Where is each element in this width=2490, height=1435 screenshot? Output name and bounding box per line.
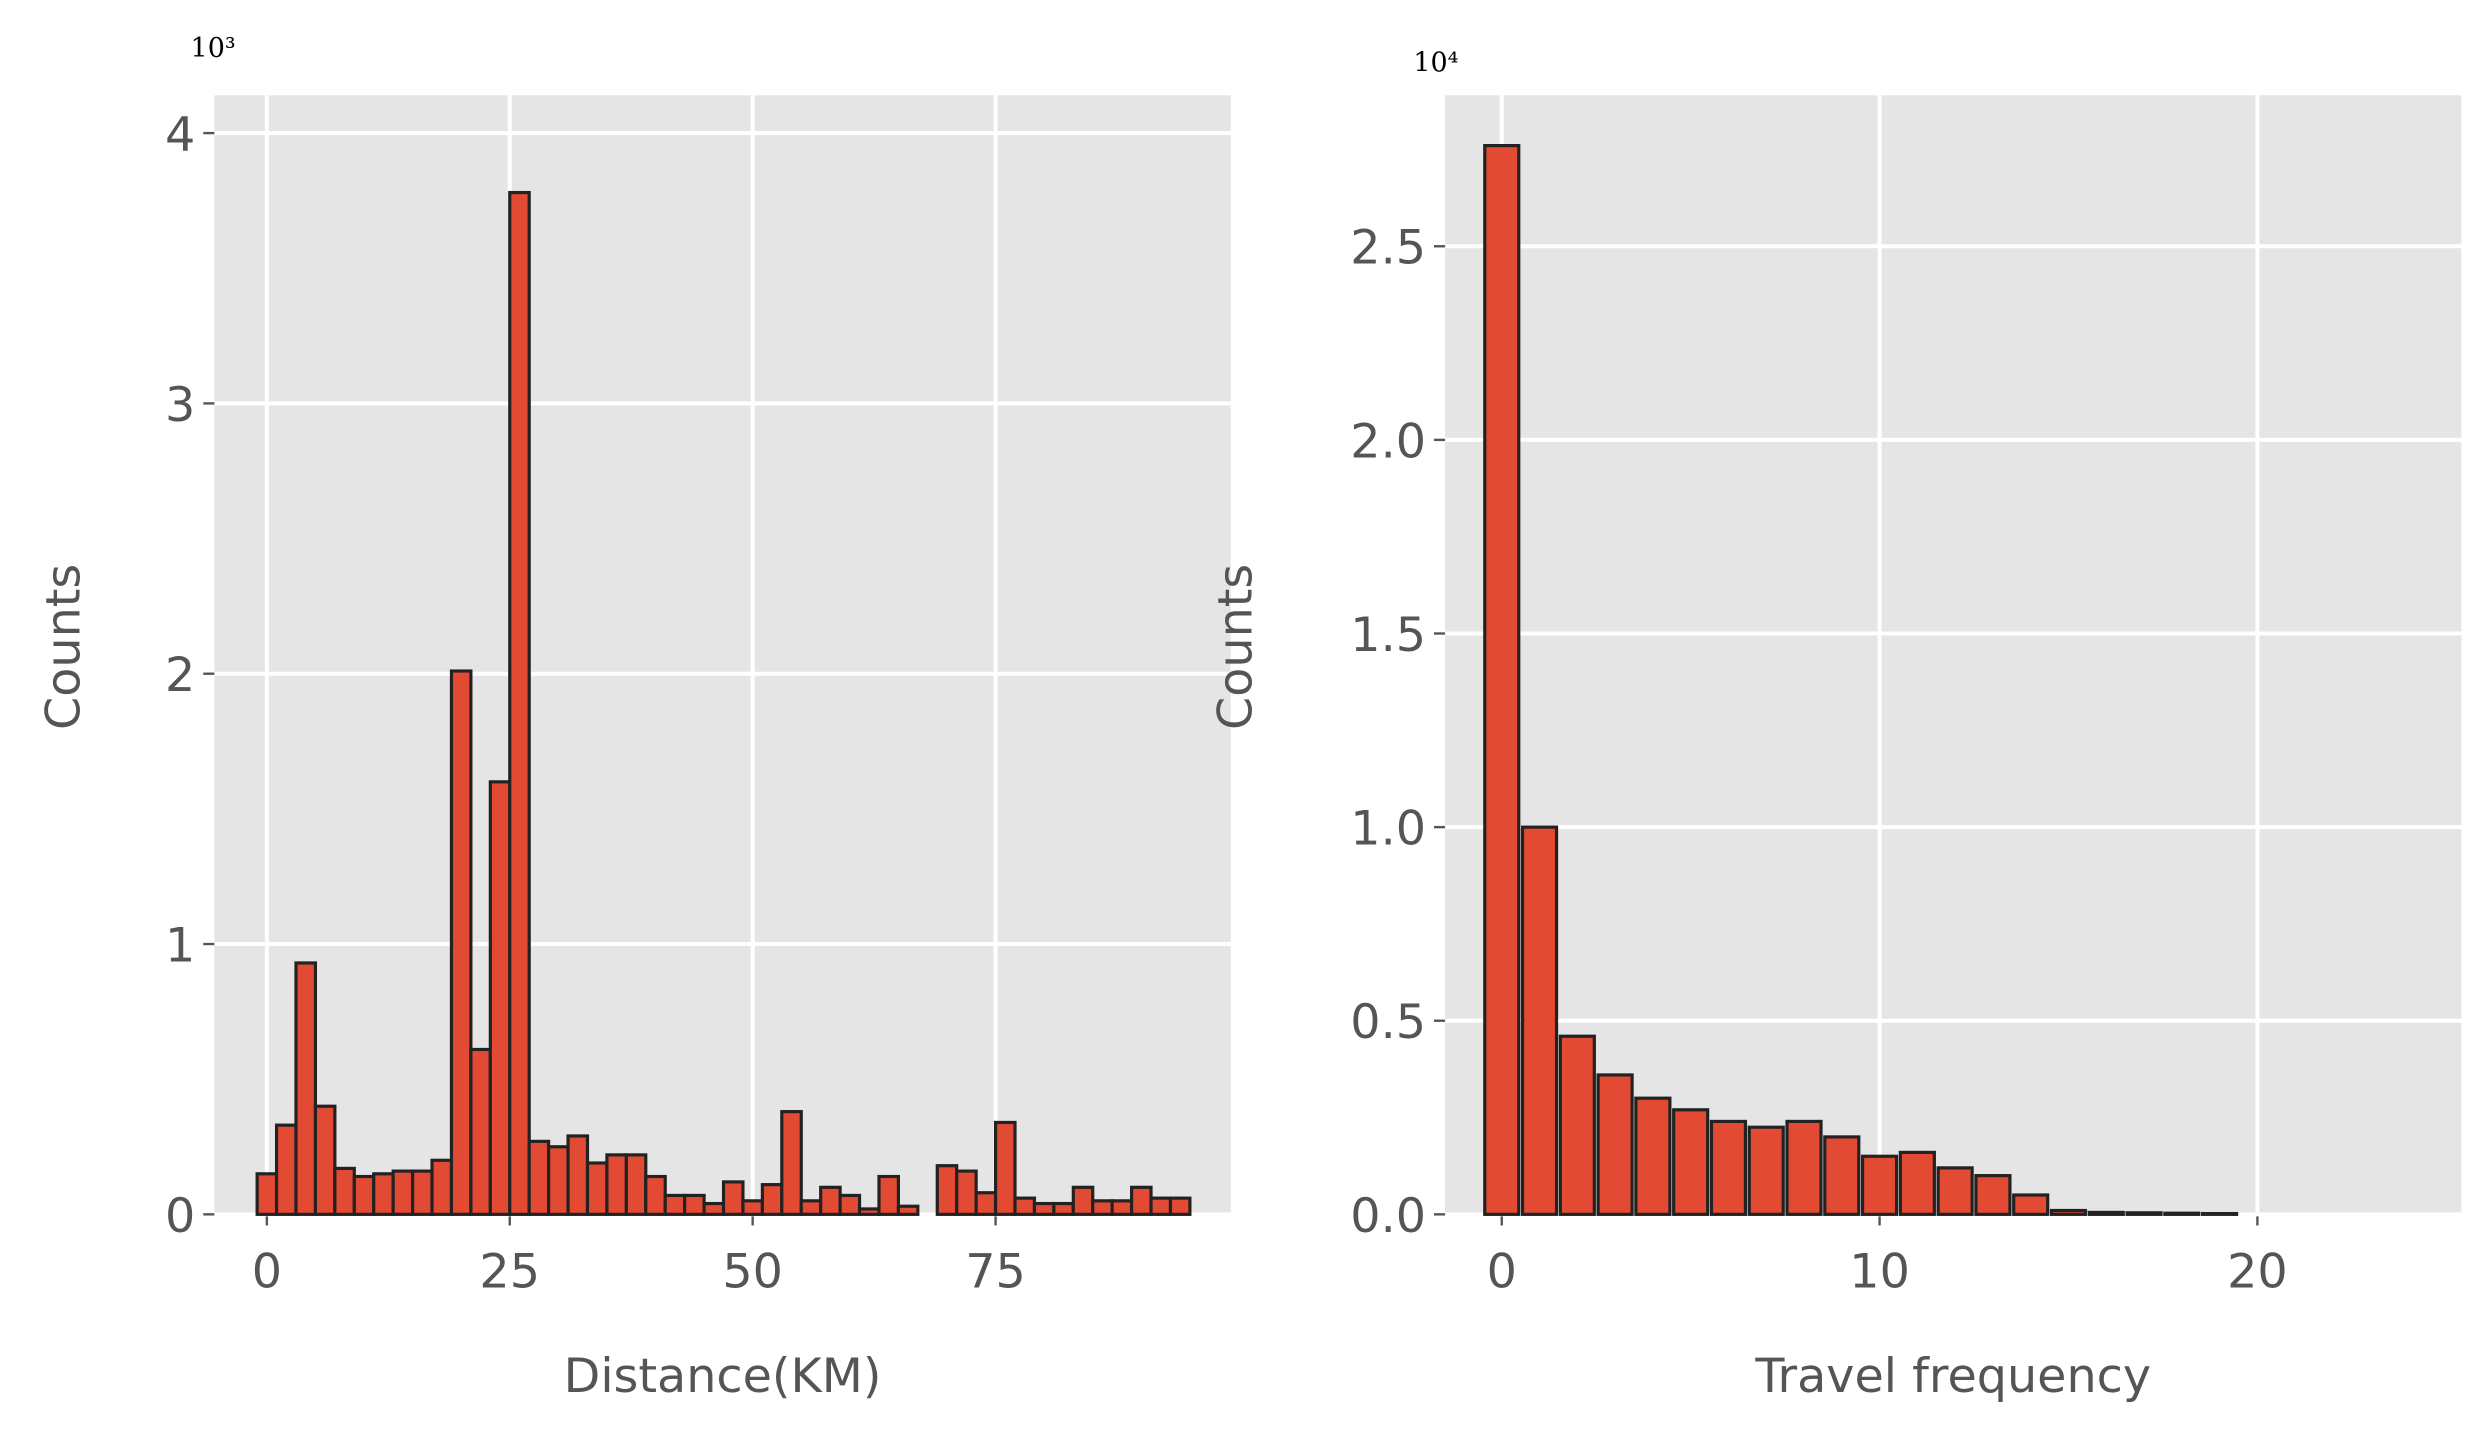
bar xyxy=(352,1174,376,1216)
bar xyxy=(1747,1125,1785,1216)
bar xyxy=(1974,1174,2012,1216)
bar xyxy=(333,1166,356,1216)
bar xyxy=(819,1185,842,1216)
bar xyxy=(1860,1154,1899,1216)
bar xyxy=(2163,1211,2201,1216)
y-axis-label: Counts xyxy=(1208,564,1263,730)
bar xyxy=(1168,1196,1192,1216)
bar xyxy=(449,669,473,1216)
bar xyxy=(1596,1073,1634,1216)
bar xyxy=(721,1180,745,1216)
bar xyxy=(1672,1108,1710,1216)
bar xyxy=(780,1110,803,1216)
bar xyxy=(294,961,318,1216)
bar xyxy=(896,1204,920,1216)
bar xyxy=(2125,1211,2163,1216)
bar xyxy=(624,1153,648,1216)
bar xyxy=(605,1153,628,1216)
bar xyxy=(1091,1199,1114,1216)
bar xyxy=(1558,1034,1596,1216)
bar xyxy=(1110,1199,1134,1216)
bar xyxy=(683,1193,706,1216)
bar xyxy=(488,780,512,1216)
bar xyxy=(585,1161,609,1216)
x-tick-label: 75 xyxy=(965,1244,1026,1299)
bar xyxy=(799,1199,823,1216)
bar xyxy=(1520,825,1559,1216)
bar xyxy=(663,1193,687,1216)
bar xyxy=(935,1164,959,1216)
bar xyxy=(838,1193,862,1216)
bar xyxy=(877,1174,900,1216)
plot-background xyxy=(214,95,1231,1215)
bar xyxy=(741,1199,764,1216)
x-axis-label: Distance(KM) xyxy=(564,1349,882,1404)
axis-offset-label: 10⁴ xyxy=(1413,47,1458,78)
y-tick-label: 2.5 xyxy=(1350,221,1426,276)
bar xyxy=(2087,1210,2125,1216)
bar xyxy=(1149,1196,1173,1216)
x-axis-label: Travel frequency xyxy=(1754,1349,2151,1404)
bar xyxy=(1936,1166,1974,1216)
bar xyxy=(974,1191,998,1216)
bar xyxy=(2049,1208,2088,1216)
x-tick-label: 25 xyxy=(479,1244,540,1299)
plot-background xyxy=(1445,95,2462,1215)
bar xyxy=(1898,1150,1936,1216)
y-tick-label: 2 xyxy=(165,648,195,703)
bar xyxy=(313,1104,337,1216)
bar xyxy=(372,1172,395,1216)
bar xyxy=(1071,1185,1095,1216)
bar xyxy=(1013,1196,1037,1216)
bar xyxy=(2201,1211,2239,1216)
bar xyxy=(1130,1185,1153,1216)
bar xyxy=(1032,1201,1056,1216)
bar xyxy=(857,1207,881,1216)
y-tick-label: 1 xyxy=(165,919,195,974)
bar xyxy=(760,1183,784,1216)
axis-offset-label: 10³ xyxy=(191,33,236,64)
bar xyxy=(1483,143,1521,1216)
y-tick-label: 0 xyxy=(165,1189,195,1244)
y-axis-label: Counts xyxy=(36,564,91,730)
y-tick-label: 0.5 xyxy=(1350,995,1426,1050)
y-tick-label: 0.0 xyxy=(1350,1189,1426,1244)
bar xyxy=(274,1123,298,1216)
y-tick-label: 3 xyxy=(165,378,195,433)
bar xyxy=(547,1145,570,1216)
bar xyxy=(508,190,531,1216)
bar xyxy=(255,1172,279,1216)
bar xyxy=(411,1169,434,1216)
bar xyxy=(391,1169,415,1216)
bar xyxy=(1785,1119,1823,1216)
y-tick-label: 1.0 xyxy=(1350,802,1426,857)
x-tick-label: 20 xyxy=(2227,1244,2288,1299)
bar xyxy=(1634,1096,1672,1216)
y-tick-label: 1.5 xyxy=(1350,608,1426,663)
bar xyxy=(527,1139,551,1216)
bar xyxy=(993,1120,1017,1216)
x-tick-label: 10 xyxy=(1849,1244,1910,1299)
bar xyxy=(1823,1135,1861,1216)
bar xyxy=(1709,1119,1748,1216)
x-tick-label: 0 xyxy=(1487,1244,1517,1299)
x-tick-label: 50 xyxy=(722,1244,783,1299)
y-tick-label: 4 xyxy=(165,108,195,163)
bar xyxy=(469,1047,492,1216)
bar xyxy=(702,1201,726,1216)
bar xyxy=(1052,1201,1075,1216)
x-tick-label: 0 xyxy=(252,1244,282,1299)
bar xyxy=(430,1158,454,1216)
bar xyxy=(955,1169,978,1216)
bar xyxy=(644,1174,667,1216)
bar xyxy=(2012,1193,2050,1216)
y-tick-label: 2.0 xyxy=(1350,414,1426,469)
bar xyxy=(566,1134,590,1216)
